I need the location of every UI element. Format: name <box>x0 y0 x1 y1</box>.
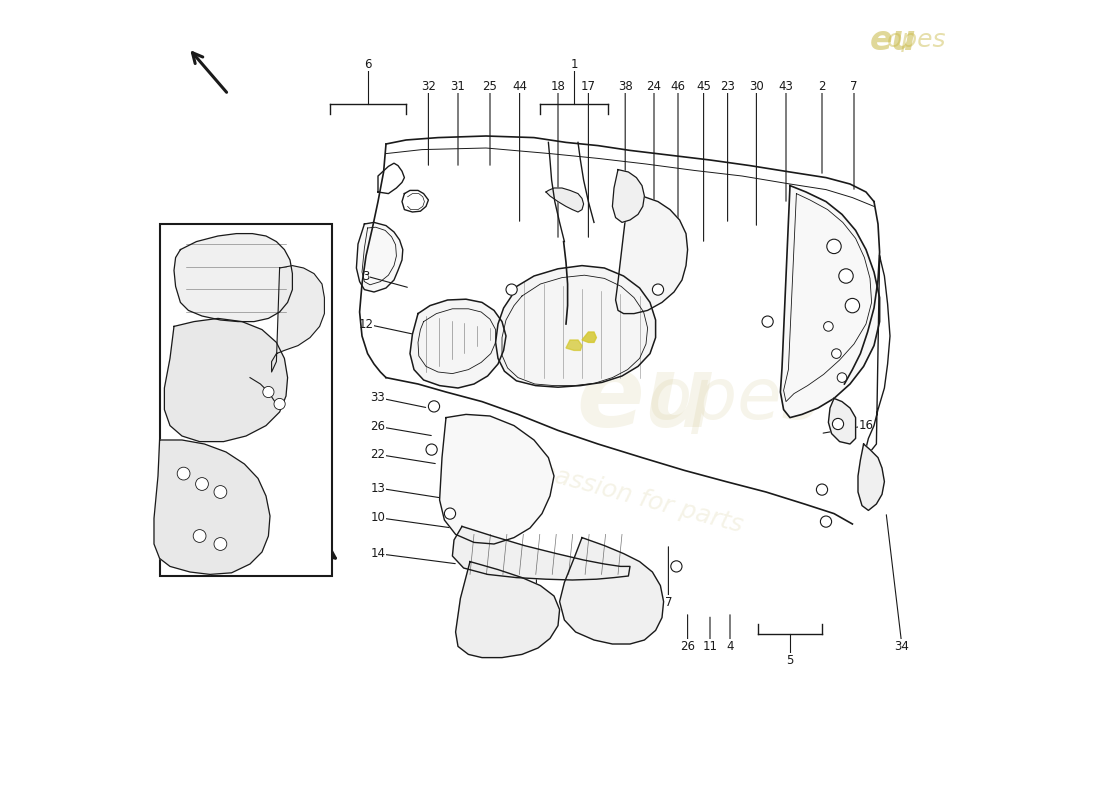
Polygon shape <box>582 332 596 342</box>
Ellipse shape <box>845 298 859 313</box>
Circle shape <box>832 349 842 358</box>
Text: 23: 23 <box>720 80 735 93</box>
Text: 3: 3 <box>362 270 370 282</box>
Circle shape <box>177 467 190 480</box>
Polygon shape <box>455 562 560 658</box>
Text: 46: 46 <box>671 80 685 93</box>
Polygon shape <box>566 340 582 350</box>
Ellipse shape <box>839 269 854 283</box>
Polygon shape <box>452 526 630 580</box>
Circle shape <box>833 418 844 430</box>
Text: 2: 2 <box>818 80 826 93</box>
Text: 7: 7 <box>850 80 858 93</box>
Text: a passion for parts: a passion for parts <box>514 454 746 538</box>
Text: 25: 25 <box>483 80 497 93</box>
Circle shape <box>214 538 227 550</box>
Polygon shape <box>828 398 856 444</box>
Text: 16: 16 <box>858 419 873 432</box>
Text: eu: eu <box>576 351 716 449</box>
Circle shape <box>214 486 227 498</box>
Text: eu: eu <box>870 23 916 57</box>
Circle shape <box>428 401 440 412</box>
Polygon shape <box>174 234 293 322</box>
Circle shape <box>426 444 437 455</box>
Polygon shape <box>613 170 645 222</box>
Polygon shape <box>356 222 403 292</box>
Circle shape <box>821 516 832 527</box>
Text: 32: 32 <box>421 80 436 93</box>
Polygon shape <box>410 299 506 388</box>
Text: 38: 38 <box>618 80 632 93</box>
Circle shape <box>762 316 773 327</box>
Polygon shape <box>616 194 688 314</box>
Text: 1: 1 <box>570 58 578 70</box>
Text: 4: 4 <box>726 640 734 653</box>
Polygon shape <box>154 440 270 574</box>
Text: 31: 31 <box>451 80 465 93</box>
Text: 14: 14 <box>371 547 385 560</box>
Text: 20: 20 <box>307 347 321 360</box>
Polygon shape <box>858 444 884 510</box>
Text: 19: 19 <box>173 498 188 510</box>
Text: 44: 44 <box>513 80 527 93</box>
Polygon shape <box>560 538 663 644</box>
Text: 30: 30 <box>749 80 763 93</box>
Text: 18: 18 <box>551 80 565 93</box>
Text: 9: 9 <box>568 596 575 609</box>
Text: 8: 8 <box>532 596 540 609</box>
Circle shape <box>444 508 455 519</box>
Bar <box>160 224 332 576</box>
Circle shape <box>194 530 206 542</box>
Text: 47: 47 <box>307 443 321 456</box>
Text: 15: 15 <box>236 562 252 574</box>
Circle shape <box>196 478 208 490</box>
Ellipse shape <box>827 239 842 254</box>
Text: 24: 24 <box>647 80 661 93</box>
Text: 2: 2 <box>635 596 641 609</box>
Polygon shape <box>272 266 324 372</box>
Text: 13: 13 <box>371 482 385 494</box>
Circle shape <box>837 373 847 382</box>
Polygon shape <box>164 318 287 442</box>
Circle shape <box>274 398 285 410</box>
Circle shape <box>652 284 663 295</box>
Circle shape <box>671 561 682 572</box>
Text: opes: opes <box>648 366 821 434</box>
Text: 26: 26 <box>680 640 695 653</box>
Text: 22: 22 <box>371 448 385 461</box>
Text: 10: 10 <box>371 511 385 524</box>
Circle shape <box>263 386 274 398</box>
Text: 45: 45 <box>696 80 711 93</box>
Text: 5: 5 <box>786 654 794 666</box>
Text: 17: 17 <box>581 80 596 93</box>
Polygon shape <box>496 266 656 387</box>
Text: 11: 11 <box>703 640 717 653</box>
Text: 33: 33 <box>371 391 385 404</box>
Circle shape <box>816 484 827 495</box>
Polygon shape <box>440 414 554 544</box>
Text: 26: 26 <box>371 420 385 433</box>
Text: 12: 12 <box>359 318 374 330</box>
Text: 6: 6 <box>364 58 372 70</box>
Text: 31: 31 <box>597 596 612 609</box>
Polygon shape <box>546 188 584 212</box>
Text: 43: 43 <box>779 80 793 93</box>
Text: opes: opes <box>887 28 946 52</box>
Text: 7: 7 <box>664 596 672 609</box>
Text: 34: 34 <box>894 640 910 653</box>
Text: 29: 29 <box>173 280 188 293</box>
Polygon shape <box>780 186 880 418</box>
Circle shape <box>824 322 833 331</box>
Circle shape <box>506 284 517 295</box>
